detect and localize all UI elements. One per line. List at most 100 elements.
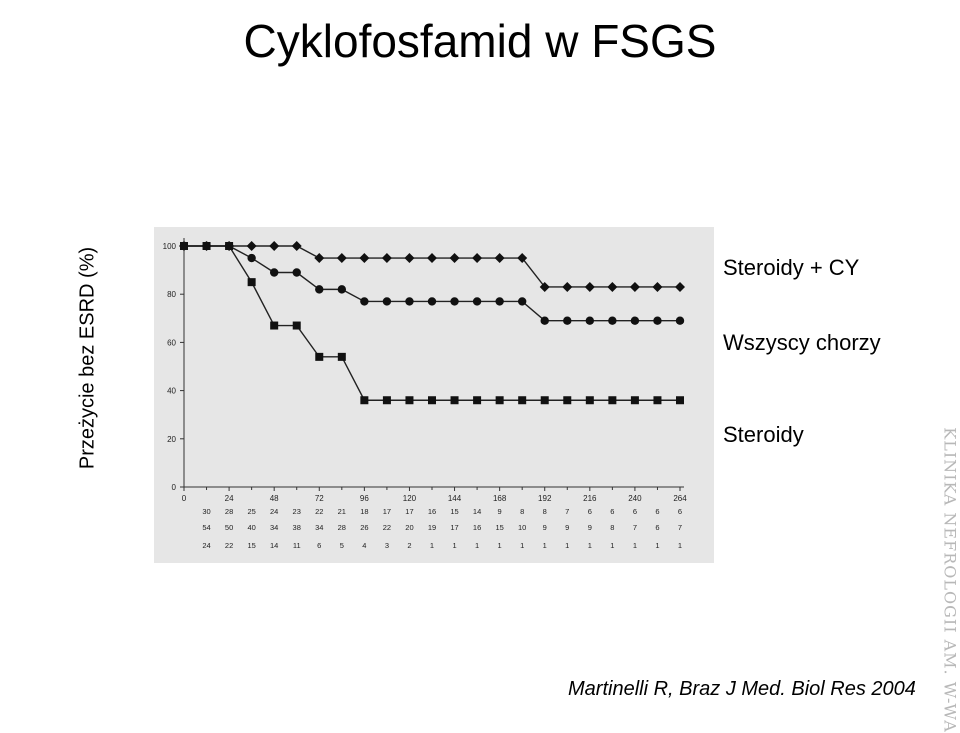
- x-tick-label: 168: [493, 494, 507, 503]
- data-point-circle: [382, 297, 392, 306]
- at-risk-cell: 14: [473, 507, 481, 516]
- data-point-circle: [540, 316, 549, 325]
- data-point-square: [540, 396, 549, 405]
- data-point-circle: [675, 316, 685, 325]
- data-point-diamond: [427, 253, 437, 264]
- y-tick-label: 0: [172, 483, 177, 492]
- at-risk-cell: 28: [225, 507, 233, 516]
- at-risk-cell: 8: [543, 507, 547, 516]
- at-risk-cell: 24: [270, 507, 278, 516]
- at-risk-cell: 5: [340, 541, 344, 550]
- at-risk-cell: 50: [225, 523, 233, 532]
- at-risk-cell: 6: [655, 523, 659, 532]
- series-line-0: [184, 245, 680, 288]
- data-point-square: [495, 396, 504, 405]
- data-point-square: [292, 321, 301, 330]
- data-point-circle: [608, 316, 617, 325]
- data-point-diamond: [652, 281, 663, 292]
- data-point-circle: [360, 297, 369, 306]
- data-point-diamond: [449, 253, 460, 264]
- at-risk-cell: 34: [315, 523, 323, 532]
- data-point-square: [247, 278, 256, 287]
- data-point-square: [315, 352, 324, 361]
- at-risk-cell: 16: [428, 507, 436, 516]
- data-point-square: [630, 396, 639, 405]
- data-point-diamond: [517, 253, 528, 264]
- data-point-square: [405, 396, 414, 405]
- at-risk-cell: 24: [202, 541, 210, 550]
- data-point-circle: [472, 297, 482, 306]
- x-tick-label: 96: [360, 494, 369, 503]
- x-tick-label: 144: [448, 494, 462, 503]
- data-point-diamond: [336, 253, 347, 264]
- data-point-diamond: [675, 281, 685, 292]
- at-risk-cell: 1: [452, 541, 456, 550]
- at-risk-cell: 9: [565, 523, 569, 532]
- at-risk-cell: 25: [247, 507, 255, 516]
- at-risk-cell: 6: [678, 507, 682, 516]
- data-point-square: [608, 396, 617, 405]
- data-point-circle: [292, 268, 301, 277]
- at-risk-cell: 22: [383, 523, 391, 532]
- at-risk-cell: 7: [633, 523, 637, 532]
- at-risk-cell: 6: [588, 507, 592, 516]
- at-risk-cell: 40: [247, 523, 255, 532]
- data-point-diamond: [494, 253, 505, 264]
- data-point-square: [270, 321, 279, 330]
- x-tick-label: 264: [673, 494, 687, 503]
- at-risk-cell: 6: [317, 541, 321, 550]
- at-risk-cell: 20: [405, 523, 413, 532]
- data-point-square: [450, 396, 459, 405]
- at-risk-cell: 28: [338, 523, 346, 532]
- data-point-square: [473, 396, 482, 405]
- data-point-circle: [247, 253, 256, 263]
- data-point-square: [563, 396, 572, 405]
- data-point-circle: [517, 297, 527, 306]
- y-tick-label: 80: [167, 290, 176, 299]
- at-risk-cell: 6: [655, 507, 659, 516]
- x-tick-label: 120: [403, 494, 417, 503]
- data-point-circle: [269, 268, 279, 277]
- series-line-2: [184, 245, 680, 401]
- at-risk-cell: 1: [633, 541, 637, 550]
- at-risk-cell: 8: [610, 523, 614, 532]
- at-risk-cell: 15: [450, 507, 458, 516]
- at-risk-cell: 14: [270, 541, 278, 550]
- at-risk-cell: 6: [610, 507, 614, 516]
- legend-label-steroidy-cy: Steroidy + CY: [723, 255, 860, 280]
- at-risk-cell: 38: [293, 523, 301, 532]
- at-risk-cell: 34: [270, 523, 278, 532]
- citation: Martinelli R, Braz J Med. Biol Res 2004: [568, 678, 916, 700]
- data-point-circle: [563, 316, 572, 325]
- data-point-circle: [315, 285, 324, 294]
- at-risk-cell: 1: [565, 541, 569, 550]
- at-risk-cell: 4: [362, 541, 366, 550]
- data-point-square: [585, 396, 594, 405]
- at-risk-cell: 7: [678, 523, 682, 532]
- data-point-square: [382, 396, 391, 405]
- data-point-diamond: [404, 253, 415, 264]
- at-risk-cell: 15: [495, 523, 503, 532]
- data-point-square: [337, 352, 346, 361]
- y-tick-label: 20: [167, 435, 176, 444]
- y-tick-label: 40: [167, 387, 176, 396]
- at-risk-cell: 15: [247, 541, 255, 550]
- at-risk-cell: 30: [202, 507, 210, 516]
- at-risk-cell: 2: [407, 541, 411, 550]
- data-point-square: [180, 242, 188, 250]
- data-point-square: [428, 396, 436, 405]
- at-risk-cell: 7: [565, 507, 569, 516]
- at-risk-cell: 1: [655, 541, 659, 550]
- data-point-circle: [427, 297, 437, 306]
- data-point-diamond: [629, 281, 640, 292]
- at-risk-cell: 9: [498, 507, 502, 516]
- x-tick-label: 216: [583, 494, 597, 503]
- data-point-square: [202, 242, 211, 250]
- at-risk-cell: 16: [473, 523, 481, 532]
- at-risk-cell: 1: [610, 541, 614, 550]
- at-risk-cell: 1: [498, 541, 502, 550]
- legend-label-wszyscy-chorzy: Wszyscy chorzy: [723, 330, 881, 355]
- at-risk-cell: 9: [543, 523, 547, 532]
- at-risk-cell: 23: [293, 507, 301, 516]
